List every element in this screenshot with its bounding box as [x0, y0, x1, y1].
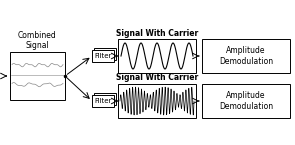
FancyBboxPatch shape: [94, 93, 116, 105]
Text: Filter: Filter: [94, 53, 112, 59]
Text: Amplitude
Demodulation: Amplitude Demodulation: [219, 91, 273, 111]
FancyBboxPatch shape: [92, 95, 114, 107]
Text: Combined
Signal: Combined Signal: [18, 31, 57, 50]
Text: Amplitude
Demodulation: Amplitude Demodulation: [219, 46, 273, 66]
Text: Signal With Carrier: Signal With Carrier: [116, 29, 198, 38]
FancyBboxPatch shape: [118, 84, 196, 118]
FancyBboxPatch shape: [118, 39, 196, 73]
FancyBboxPatch shape: [92, 50, 114, 62]
FancyBboxPatch shape: [94, 48, 116, 60]
FancyBboxPatch shape: [10, 52, 65, 100]
Text: Signal With Carrier: Signal With Carrier: [116, 74, 198, 83]
FancyBboxPatch shape: [202, 84, 290, 118]
Text: Filter: Filter: [94, 98, 112, 104]
FancyBboxPatch shape: [202, 39, 290, 73]
